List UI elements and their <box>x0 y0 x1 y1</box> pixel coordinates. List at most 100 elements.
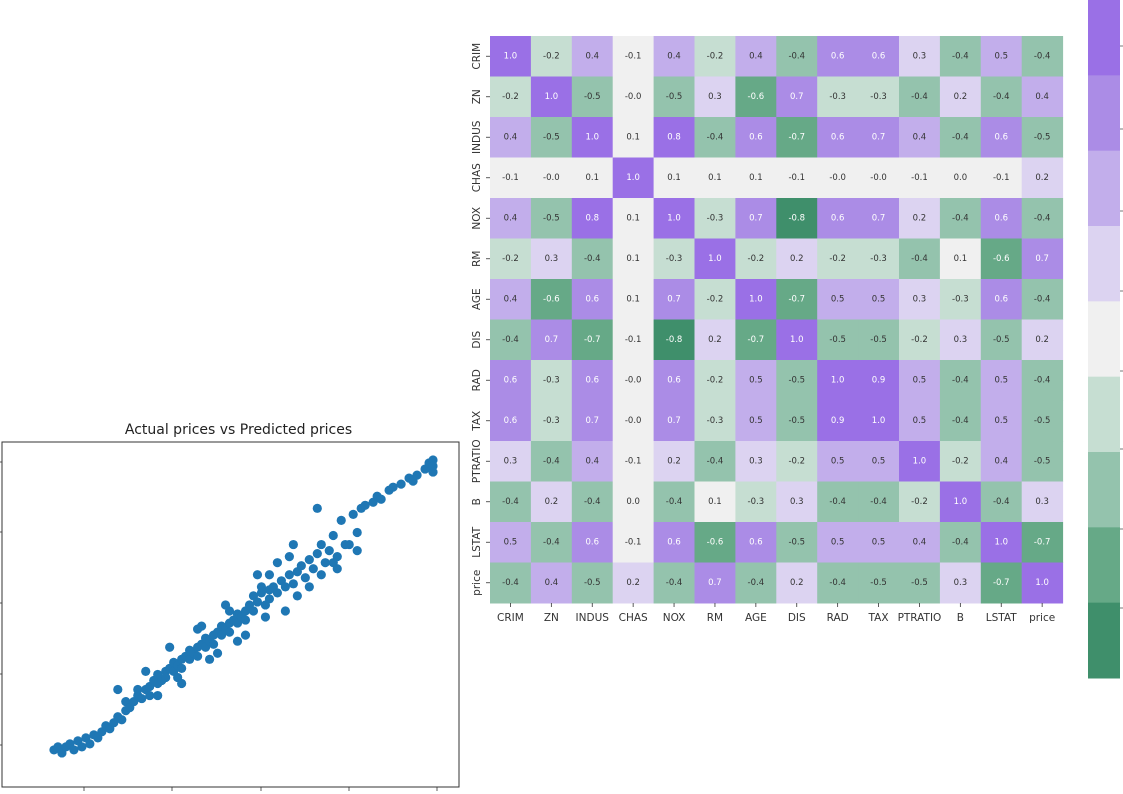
heatmap-cell-label: -0.2 <box>707 51 724 61</box>
heatmap-cell <box>694 198 736 239</box>
heatmap-cell <box>530 562 573 604</box>
x-tick-label: PTRATIO <box>898 612 942 624</box>
heatmap-cell <box>817 319 859 361</box>
x-tick-label: CHAS <box>619 612 648 624</box>
heatmap-cell <box>899 360 941 401</box>
heatmap-cell <box>735 76 777 118</box>
heatmap-cell <box>571 238 614 280</box>
heatmap-cell-label: 0.4 <box>545 578 559 588</box>
heatmap-cell-label: -0.8 <box>666 335 683 345</box>
heatmap-cell-label: -0.4 <box>707 132 724 142</box>
heatmap-cell-label: -0.1 <box>788 173 805 183</box>
x-tick-label: INDUS <box>576 612 610 624</box>
heatmap-cell <box>776 441 818 482</box>
heatmap-cell-label: -0.7 <box>993 578 1010 588</box>
heatmap-cell-label: 0.9 <box>831 416 845 426</box>
colorbar <box>1088 0 1123 679</box>
heatmap-cell <box>612 562 655 604</box>
heatmap-cell-label: 0.5 <box>994 51 1008 61</box>
heatmap-cell <box>653 279 695 320</box>
heatmap-cell-label: 0.1 <box>749 173 763 183</box>
heatmap-cell <box>939 441 982 482</box>
heatmap-cell <box>653 157 695 199</box>
heatmap-cell-label: 0.7 <box>585 416 599 426</box>
heatmap-cell <box>694 117 736 158</box>
heatmap-cell <box>571 198 614 239</box>
y-tick-label: B <box>471 498 483 505</box>
heatmap-cell-label: -0.4 <box>1034 213 1051 223</box>
heatmap-cell <box>612 238 655 280</box>
y-tick-label: INDUS <box>471 120 483 154</box>
heatmap-cell <box>653 562 695 604</box>
heatmap-cell-label: 0.2 <box>1035 335 1049 345</box>
heatmap-cell-label: 0.1 <box>626 132 640 142</box>
x-tick-label: CRIM <box>497 612 524 624</box>
heatmap-cell-label: -0.6 <box>707 537 724 547</box>
colorbar-segment <box>1088 376 1120 453</box>
heatmap-cell <box>653 481 695 523</box>
heatmap-cell-label: -0.1 <box>625 335 642 345</box>
heatmap-cell <box>694 522 736 563</box>
y-tick-label: AGE <box>471 288 483 310</box>
heatmap-cell-label: -0.0 <box>870 173 887 183</box>
y-tick-label: CHAS <box>471 163 483 192</box>
heatmap-cell-label: 0.7 <box>545 335 559 345</box>
heatmap-cell <box>776 522 818 563</box>
heatmap-cell <box>939 522 982 563</box>
heatmap-cell-label: -0.8 <box>788 213 805 223</box>
x-tick-label: LSTAT <box>986 612 1017 624</box>
heatmap-cell <box>490 481 532 523</box>
heatmap-cell <box>939 360 982 401</box>
heatmap-cell <box>980 117 1023 158</box>
heatmap-cell <box>530 400 573 442</box>
heatmap-cell <box>899 279 941 320</box>
heatmap-cell-label: -0.0 <box>625 92 642 102</box>
heatmap-cell-label: -0.3 <box>543 375 560 385</box>
heatmap-cell <box>1021 279 1064 320</box>
heatmap-cell <box>694 400 736 442</box>
heatmap-cell-label: 0.4 <box>585 456 599 466</box>
heatmap-cell-label: -0.5 <box>584 578 601 588</box>
heatmap-cell-label: 1.0 <box>504 51 518 61</box>
heatmap-cell <box>530 319 573 361</box>
heatmap-cell <box>694 319 736 361</box>
heatmap-cell <box>694 279 736 320</box>
heatmap-cell-label: -0.5 <box>829 335 846 345</box>
heatmap-cell-label: 0.7 <box>749 213 763 223</box>
heatmap-cell <box>530 117 573 158</box>
heatmap-cell-label: -0.6 <box>748 92 765 102</box>
heatmap-cell <box>612 319 655 361</box>
heatmap-cell-label: 0.1 <box>626 254 640 264</box>
heatmap-cell-label: -0.4 <box>788 51 805 61</box>
heatmap-cell-label: -0.1 <box>625 537 642 547</box>
x-tick-label: B <box>957 612 964 624</box>
heatmap-cell-label: -0.0 <box>625 416 642 426</box>
heatmap-cell <box>694 36 736 77</box>
heatmap-cell-label: 0.6 <box>831 213 845 223</box>
heatmap-cell-label: 0.6 <box>749 537 763 547</box>
heatmap-cell-label: -0.1 <box>993 173 1010 183</box>
heatmap-cell-label: -0.5 <box>1034 416 1051 426</box>
heatmap-cell-label: -0.3 <box>543 416 560 426</box>
heatmap-cell-label: -0.2 <box>707 294 724 304</box>
heatmap-cell-label: 0.2 <box>626 578 640 588</box>
y-tick-label: PTRATIO <box>471 439 483 483</box>
heatmap-cell <box>899 522 941 563</box>
heatmap-cell-label: -0.2 <box>911 497 928 507</box>
heatmap-cell-label: -0.0 <box>829 173 846 183</box>
heatmap-cell <box>612 157 655 199</box>
heatmap-cell <box>612 360 655 401</box>
heatmap-cell <box>776 481 818 523</box>
heatmap-cell <box>490 400 532 442</box>
heatmap-cell-label: -0.4 <box>543 456 560 466</box>
heatmap-cell-label: 1.0 <box>626 173 640 183</box>
heatmap-cell-label: 0.5 <box>994 375 1008 385</box>
heatmap-cell <box>571 360 614 401</box>
heatmap-cell-label: 0.8 <box>585 213 599 223</box>
heatmap-cell-label: 0.6 <box>831 132 845 142</box>
heatmap-cell <box>939 117 982 158</box>
heatmap-cell <box>571 522 614 563</box>
heatmap-cell-label: -0.4 <box>993 92 1010 102</box>
heatmap-cell <box>490 198 532 239</box>
heatmap-cell <box>1021 562 1064 604</box>
